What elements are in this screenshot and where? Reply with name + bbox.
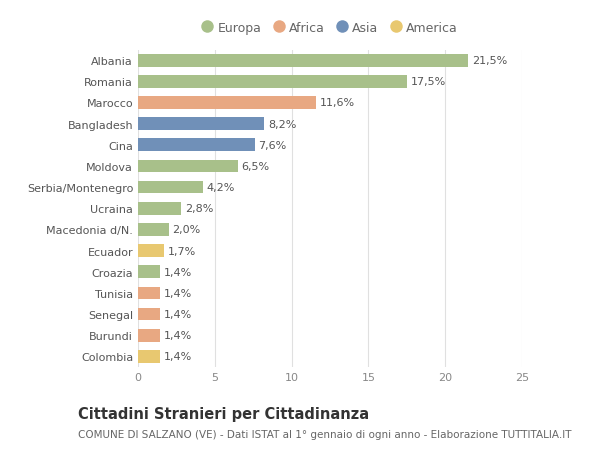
Text: 1,4%: 1,4% (163, 330, 191, 341)
Text: 11,6%: 11,6% (320, 98, 355, 108)
Text: 17,5%: 17,5% (410, 77, 446, 87)
Text: Cittadini Stranieri per Cittadinanza: Cittadini Stranieri per Cittadinanza (78, 406, 369, 421)
Text: 1,7%: 1,7% (168, 246, 196, 256)
Bar (138, 266, 160, 279)
Bar (138, 350, 160, 363)
Bar (138, 97, 316, 110)
Text: 7,6%: 7,6% (259, 140, 287, 151)
Text: 4,2%: 4,2% (206, 183, 235, 193)
Text: COMUNE DI SALZANO (VE) - Dati ISTAT al 1° gennaio di ogni anno - Elaborazione TU: COMUNE DI SALZANO (VE) - Dati ISTAT al 1… (78, 429, 571, 439)
Bar (138, 55, 468, 67)
Bar (138, 160, 238, 173)
Bar (138, 287, 160, 300)
Text: 1,4%: 1,4% (163, 288, 191, 298)
Bar (138, 118, 264, 131)
Bar (138, 181, 203, 194)
Text: 2,0%: 2,0% (173, 225, 201, 235)
Text: 2,8%: 2,8% (185, 204, 213, 214)
Text: 1,4%: 1,4% (163, 309, 191, 319)
Text: 1,4%: 1,4% (163, 352, 191, 362)
Legend: Europa, Africa, Asia, America: Europa, Africa, Asia, America (202, 22, 458, 35)
Text: 6,5%: 6,5% (242, 162, 270, 172)
Bar (138, 245, 164, 257)
Bar (138, 202, 181, 215)
Bar (138, 224, 169, 236)
Bar (138, 308, 160, 321)
Bar (138, 76, 407, 89)
Bar (138, 139, 255, 152)
Text: 1,4%: 1,4% (163, 267, 191, 277)
Text: 21,5%: 21,5% (472, 56, 508, 66)
Text: 8,2%: 8,2% (268, 119, 296, 129)
Bar (138, 329, 160, 342)
